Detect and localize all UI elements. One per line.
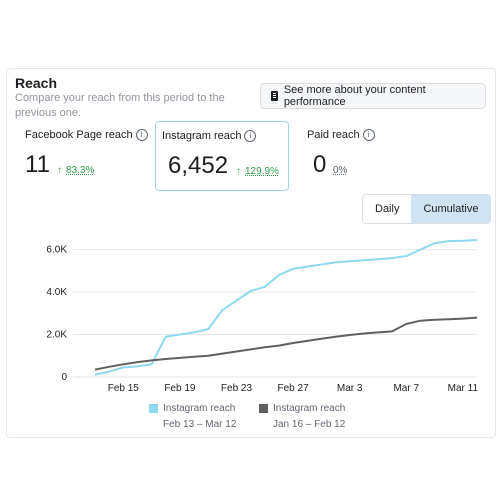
card-subtitle: Compare your reach from this period to t… <box>15 92 225 119</box>
card-title: Reach <box>15 75 58 91</box>
series-line-current[interactable] <box>94 239 478 376</box>
y-tick-label: 2.0K <box>46 330 67 341</box>
x-tick-label: Feb 23 <box>221 383 253 394</box>
metric-change: ↑ 83.3% <box>57 165 95 176</box>
legend-item-current[interactable]: Instagram reach Feb 13 – Mar 12 <box>149 401 236 433</box>
info-icon[interactable]: i <box>244 130 257 143</box>
metric-label: Facebook Page reach i <box>25 129 148 142</box>
metric-change: 0% <box>333 165 348 176</box>
up-arrow-icon: ↑ <box>57 165 62 176</box>
info-icon[interactable]: i <box>135 129 148 142</box>
legend-name: Instagram reach <box>273 403 346 414</box>
x-tick-label: Feb 19 <box>164 383 196 394</box>
reach-card: Reach Compare your reach from this perio… <box>6 68 496 438</box>
metric-paid-reach[interactable]: Paid reach i 0 0% <box>307 121 407 191</box>
legend-range: Feb 13 – Mar 12 <box>163 419 237 430</box>
content-performance-label: See more about your content performance <box>283 84 426 108</box>
y-tick-label: 6.0K <box>46 245 67 256</box>
reach-line-chart: 0 2.0K 4.0K 6.0K Feb 15 Feb 19 Feb 23 Feb 27 Mar… <box>46 239 479 394</box>
view-toggle: Daily Cumulative <box>362 194 492 224</box>
x-tick-label: Mar 3 <box>337 383 363 394</box>
toggle-daily[interactable]: Daily <box>375 203 400 215</box>
metric-change: ↑ 129.9% <box>236 166 279 177</box>
x-tick-label: Mar 11 <box>448 383 479 394</box>
metric-label: Paid reach i <box>307 129 375 142</box>
legend-name: Instagram reach <box>163 403 236 414</box>
up-arrow-icon: ↑ <box>236 166 241 177</box>
series-line-previous[interactable] <box>94 316 478 371</box>
x-tick-label: Feb 15 <box>108 383 140 394</box>
legend-swatch <box>149 404 158 413</box>
legend-item-previous[interactable]: Instagram reach Jan 16 – Feb 12 <box>259 401 345 433</box>
content-performance-button[interactable]: See more about your content performance <box>260 83 486 109</box>
y-tick-label: 0 <box>61 372 67 383</box>
metric-instagram-reach[interactable]: Instagram reach i 6,452 ↑ 129.9% <box>155 121 289 191</box>
metric-value: 11 <box>25 151 50 178</box>
x-tick-label: Feb 27 <box>278 383 310 394</box>
legend-range: Jan 16 – Feb 12 <box>273 419 346 430</box>
y-tick-label: 4.0K <box>46 287 67 298</box>
metric-value: 6,452 <box>168 152 229 179</box>
metric-facebook-page-reach[interactable]: Facebook Page reach i 11 ↑ 83.3% <box>25 121 165 191</box>
metric-label: Instagram reach i <box>162 130 257 143</box>
legend-swatch <box>259 404 268 413</box>
info-icon[interactable]: i <box>362 129 375 142</box>
book-icon <box>271 91 278 101</box>
metric-value: 0 <box>313 151 327 178</box>
toggle-cumulative[interactable]: Cumulative <box>411 195 491 223</box>
x-tick-label: Mar 7 <box>393 383 419 394</box>
